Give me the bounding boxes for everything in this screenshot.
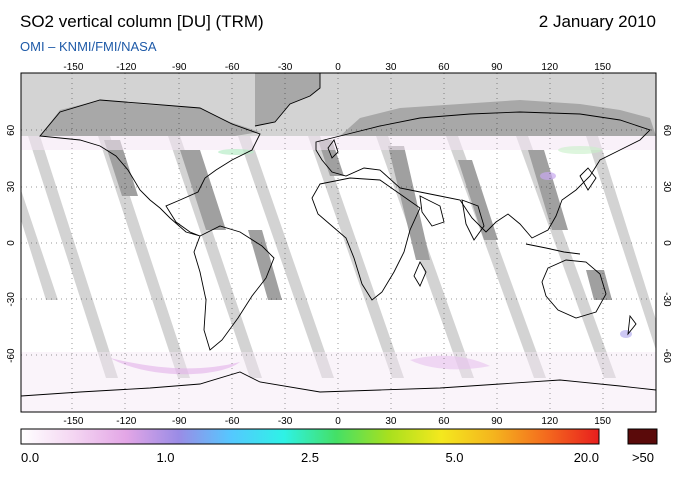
colorbar-label: 1.0 [156,450,174,465]
lat-tick-label: -60 [661,348,672,363]
lon-tick-label: 150 [594,416,611,427]
lat-tick-label: 60 [6,124,17,136]
lat-tick-label: -60 [6,348,17,363]
lon-tick-label: -90 [172,62,187,73]
lon-tick-label: 120 [541,416,558,427]
colorbar-label: 2.5 [301,450,319,465]
lat-tick-label: 0 [661,240,672,246]
lat-tick-label: 30 [6,181,17,193]
greenland-land [255,73,320,126]
colorbar-label: 20.0 [574,450,599,465]
lat-tick-label: -30 [661,292,672,307]
lon-tick-label: 150 [594,62,611,73]
lon-tick-label: 60 [438,416,450,427]
lon-tick-label: -60 [225,62,240,73]
lon-tick-label: -60 [225,416,240,427]
colorbar-label: 0.0 [21,450,39,465]
lat-tick-label: -30 [6,292,17,307]
map-date: 2 January 2010 [538,12,656,31]
lon-tick-label: 90 [491,62,503,73]
lon-tick-label: 120 [541,62,558,73]
map-frame [20,72,657,413]
colorbar-overflow-label: >50 [632,450,654,465]
lon-tick-label: -30 [278,416,293,427]
lon-tick-label: -90 [172,416,187,427]
arctic-canada-land [40,100,260,136]
lat-ticks-left: 60 30 0 -30 -60 [6,124,17,363]
colorbar-label: 5.0 [445,450,463,465]
lat-tick-label: 30 [661,181,672,193]
lon-tick-label: -120 [116,416,136,427]
lon-tick-label: 90 [491,416,503,427]
map-credit: OMI – KNMI/FMI/NASA [20,39,157,54]
lon-tick-label: 0 [335,62,341,73]
lon-ticks-top: -150 -120 -90 -60 -30 0 30 60 90 120 150 [63,62,611,73]
so2-noise [21,136,656,412]
map-layers [21,73,656,412]
lon-tick-label: 30 [385,416,397,427]
colorbar-overflow-swatch [627,428,658,445]
colorbar [20,428,600,445]
lon-tick-label: -150 [63,62,83,73]
lon-tick-label: -120 [116,62,136,73]
lon-tick-label: -30 [278,62,293,73]
lon-tick-label: 30 [385,62,397,73]
lon-tick-label: 0 [335,416,341,427]
lon-tick-label: 60 [438,62,450,73]
lat-tick-label: 0 [6,240,17,246]
lon-tick-label: -150 [63,416,83,427]
lat-tick-label: 60 [661,125,672,137]
arctic-eurasia-land [340,100,656,136]
colorbar-labels: 0.0 1.0 2.5 5.0 20.0 [21,450,599,465]
lon-ticks-bottom: -150 -120 -90 -60 -30 0 30 60 90 120 150 [63,416,611,427]
graticule [21,73,656,412]
map-title: SO2 vertical column [DU] (TRM) [20,12,264,31]
lat-ticks-right: 60 30 0 -30 -60 [661,125,672,364]
